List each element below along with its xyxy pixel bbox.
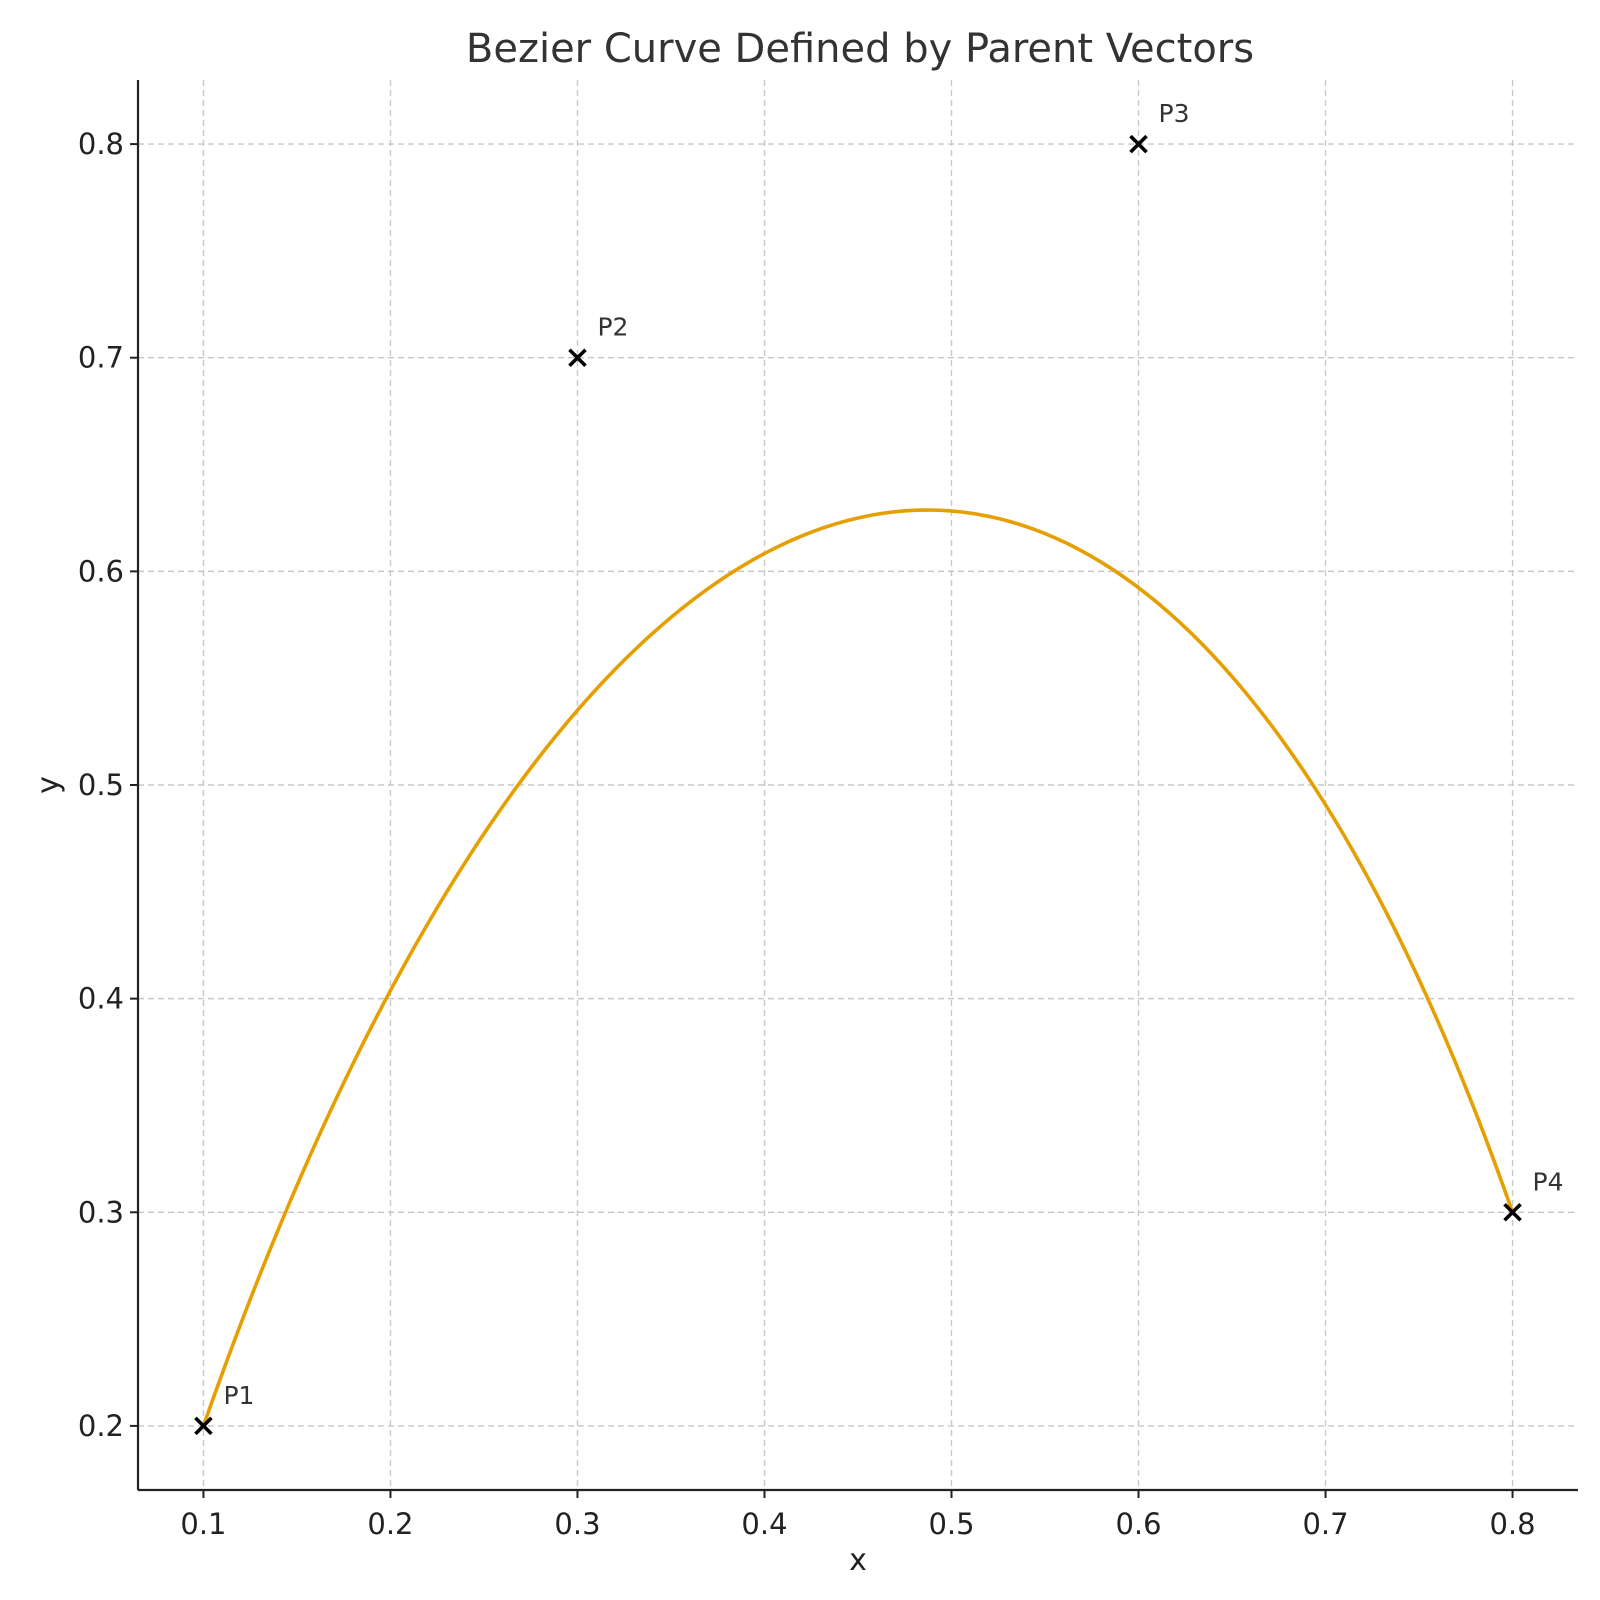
control-point-p2: P2: [568, 313, 628, 368]
y-tick-label: 0.5: [78, 768, 124, 802]
control-point-p1: P1: [194, 1381, 254, 1436]
x-marker-icon: [1503, 1202, 1522, 1222]
y-tick-label: 0.4: [78, 982, 124, 1016]
x-tick-label: 0.8: [1489, 1507, 1535, 1541]
y-tick-label: 0.6: [78, 554, 124, 588]
x-tick-label: 0.5: [928, 1507, 974, 1541]
y-axis-label: y: [31, 776, 66, 794]
y-tick-label: 0.3: [78, 1195, 124, 1229]
control-points: P1 P2 P3 P4: [194, 99, 1564, 1436]
ticks: 0.1 0.2 0.3 0.4 0.5 0.6 0.7 0.8 0.2 0.3 0.4 0.5 0.6 0…: [78, 127, 1536, 1541]
control-point-p4: P4: [1503, 1167, 1564, 1222]
x-marker-icon: [568, 348, 587, 368]
point-label: P2: [597, 313, 628, 342]
x-marker-icon: [1129, 134, 1148, 154]
control-point-p3: P3: [1129, 99, 1190, 154]
x-tick-label: 0.3: [554, 1507, 600, 1541]
point-label: P1: [223, 1381, 254, 1410]
x-tick-label: 0.2: [367, 1507, 413, 1541]
x-marker-icon: [194, 1416, 213, 1436]
bezier-curve: [201, 508, 1515, 1427]
point-label: P4: [1533, 1167, 1564, 1196]
x-axis-label: x: [849, 1543, 867, 1578]
y-tick-label: 0.2: [78, 1409, 124, 1443]
y-tick-label: 0.7: [78, 341, 124, 375]
grid: [138, 80, 1578, 1490]
x-tick-label: 0.4: [741, 1507, 787, 1541]
x-tick-label: 0.6: [1115, 1507, 1161, 1541]
chart-title: Bezier Curve Defined by Parent Vectors: [466, 26, 1254, 72]
curve-layer: [201, 508, 1515, 1427]
x-tick-label: 0.7: [1302, 1507, 1348, 1541]
x-tick-label: 0.1: [180, 1507, 226, 1541]
point-label: P3: [1159, 99, 1190, 128]
y-tick-label: 0.8: [78, 127, 124, 161]
